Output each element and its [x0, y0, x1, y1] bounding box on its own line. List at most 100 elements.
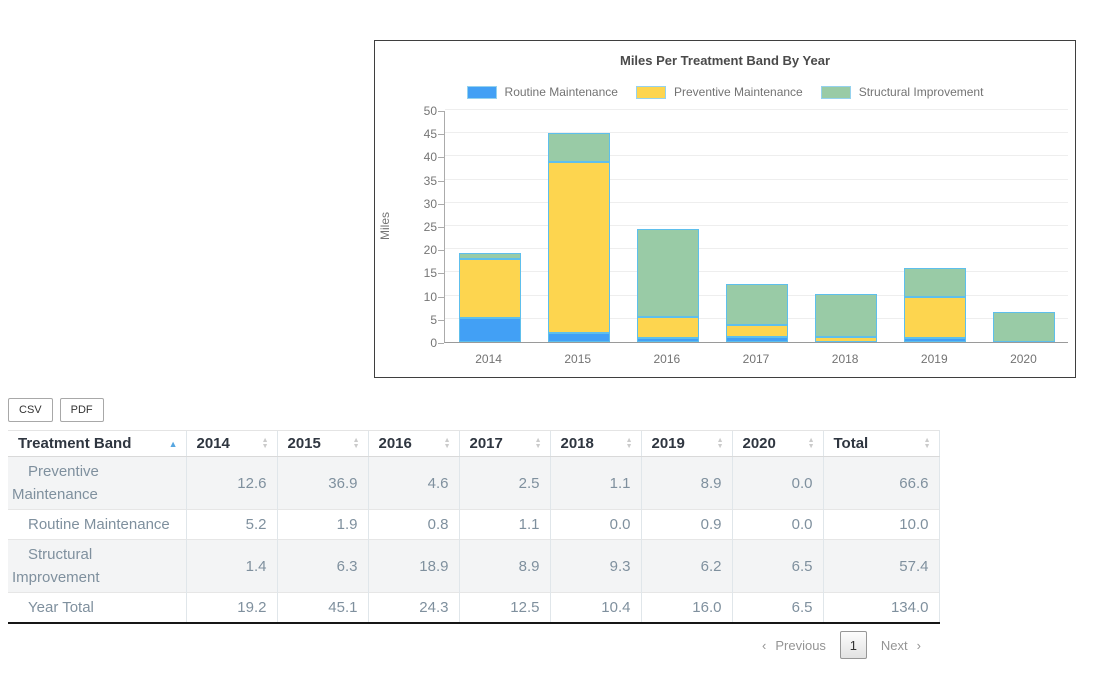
row-value: 12.6 — [185, 456, 277, 510]
bar-segment[interactable] — [547, 161, 610, 334]
bar-segment[interactable] — [904, 296, 967, 338]
x-tick-label: 2014 — [475, 352, 502, 366]
y-tick-mark — [438, 227, 444, 228]
bar-segment[interactable] — [636, 338, 699, 342]
y-tick-label: 45 — [423, 127, 437, 142]
row-value: 36.9 — [276, 456, 368, 510]
table-row-structural-improvement[interactable]: Structural Improvement 1.4 6.3 18.9 8.9 9.3 6.… — [8, 539, 940, 593]
x-tick-label: 2018 — [831, 352, 859, 366]
sort-ascending-icon: ▲ — [168, 438, 178, 449]
row-value: 0.0 — [731, 456, 823, 510]
bar-segment[interactable] — [458, 317, 521, 342]
column-header-total[interactable]: Total ▲ ▼ — [822, 430, 940, 457]
y-tick-mark — [438, 319, 444, 321]
y-tick-label: 30 — [423, 196, 437, 211]
row-value: 12.5 — [458, 592, 550, 624]
row-value: 19.2 — [185, 592, 277, 624]
bar-segment[interactable] — [547, 132, 610, 162]
table-row-year-total[interactable]: Year Total 19.2 45.1 24.3 12.5 10.4 16.0 6.5 134… — [8, 592, 940, 624]
column-header-2017[interactable]: 2017 ▲ ▼ — [458, 430, 550, 457]
row-label: Routine Maintenance — [8, 509, 186, 540]
column-header-2015[interactable]: 2015 ▲ ▼ — [276, 430, 368, 457]
legend-item-1[interactable]: Preventive Maintenance — [635, 85, 803, 99]
bar-segment[interactable] — [636, 229, 699, 317]
column-header-2014[interactable]: 2014 ▲ ▼ — [185, 430, 277, 457]
sort-both-icon: ▲ ▼ — [923, 436, 931, 450]
legend-item-2[interactable]: Structural Improvement — [820, 85, 983, 99]
bar-segment[interactable] — [726, 284, 788, 326]
gridline — [445, 271, 1068, 273]
next-page-button[interactable]: Next › — [881, 638, 921, 653]
previous-label: Previous — [775, 637, 826, 653]
bar-segment[interactable] — [458, 252, 521, 260]
row-value: 2.5 — [458, 456, 550, 510]
row-value: 24.3 — [367, 592, 459, 624]
chart-panel: Miles Per Treatment Band By Year Routine… — [374, 40, 1076, 378]
csv-export-button[interactable]: CSV — [8, 398, 53, 422]
row-value: 0.9 — [640, 509, 732, 540]
row-value: 45.1 — [276, 592, 368, 624]
row-label: Preventive Maintenance — [8, 456, 186, 510]
table-row-preventive-maintenance[interactable]: Preventive Maintenance 12.6 36.9 4.6 2.5 1.1 8… — [8, 456, 940, 510]
y-tick-label: 0 — [430, 336, 437, 350]
row-value: 1.4 — [185, 539, 277, 593]
legend-item-0[interactable]: Routine Maintenance — [466, 85, 618, 99]
column-header-2019[interactable]: 2019 ▲ ▼ — [640, 430, 732, 457]
bar-segment[interactable] — [458, 259, 521, 318]
sort-both-icon: ▲ ▼ — [625, 436, 633, 450]
column-header-label: 2018 — [560, 435, 594, 452]
gridline — [445, 132, 1068, 134]
y-tick-mark — [438, 273, 444, 275]
bar-segment[interactable] — [904, 267, 967, 297]
y-tick-mark — [438, 157, 444, 159]
page-1-button[interactable]: 1 — [839, 631, 867, 659]
row-value: 18.9 — [367, 539, 459, 593]
y-tick-mark — [438, 180, 444, 182]
sort-both-icon: ▲ ▼ — [352, 436, 360, 450]
bar-segment[interactable] — [815, 293, 878, 337]
next-arrow-icon: › — [916, 637, 921, 653]
chart-legend: Routine Maintenance Preventive Maintenanc… — [375, 85, 1075, 99]
bar-segment[interactable] — [726, 325, 788, 337]
y-tick-mark — [438, 343, 444, 344]
column-header-2020[interactable]: 2020 ▲ ▼ — [731, 430, 823, 457]
column-header-2016[interactable]: 2016 ▲ ▼ — [367, 430, 459, 457]
row-value: 134.0 — [822, 592, 940, 624]
pdf-export-button[interactable]: PDF — [59, 398, 104, 422]
bar-segment[interactable] — [726, 336, 788, 342]
column-header-label: 2020 — [742, 435, 776, 452]
column-header-treatment-band[interactable]: Treatment Band ▲ — [8, 430, 186, 457]
y-tick-label: 5 — [430, 312, 437, 327]
legend-swatch-icon — [820, 85, 851, 99]
row-value: 66.6 — [822, 456, 940, 510]
row-value: 6.2 — [640, 539, 732, 593]
legend-label: Routine Maintenance — [504, 85, 618, 99]
gridline — [445, 201, 1068, 203]
row-value: 8.9 — [640, 456, 732, 510]
legend-swatch-icon — [635, 85, 666, 99]
x-tick-label: 2019 — [920, 352, 948, 366]
row-value: 0.0 — [731, 509, 823, 540]
gridline — [445, 225, 1068, 226]
row-value: 9.3 — [549, 539, 641, 593]
column-header-label: Treatment Band — [18, 435, 132, 452]
bar-segment[interactable] — [904, 337, 967, 342]
bar-segment[interactable] — [636, 316, 699, 339]
y-tick-label: 35 — [423, 173, 437, 188]
previous-page-button[interactable]: ‹ Previous — [762, 638, 826, 653]
bar-segment[interactable] — [547, 333, 610, 342]
y-axis-title: Miles — [378, 211, 393, 241]
bar-segment[interactable] — [993, 311, 1056, 342]
y-tick-mark — [438, 203, 444, 205]
column-header-2018[interactable]: 2018 ▲ ▼ — [549, 430, 641, 457]
row-value: 8.9 — [458, 539, 550, 593]
y-tick-label: 10 — [423, 289, 437, 304]
row-value: 0.0 — [549, 509, 641, 540]
sort-both-icon: ▲ ▼ — [261, 436, 269, 450]
bar-segment[interactable] — [815, 336, 878, 342]
y-tick-label: 40 — [423, 150, 437, 165]
row-value: 1.1 — [549, 456, 641, 510]
x-tick-label: 2015 — [564, 352, 592, 366]
table-row-routine-maintenance[interactable]: Routine Maintenance 5.2 1.9 0.8 1.1 0.0 0.9 0.0… — [8, 509, 940, 540]
